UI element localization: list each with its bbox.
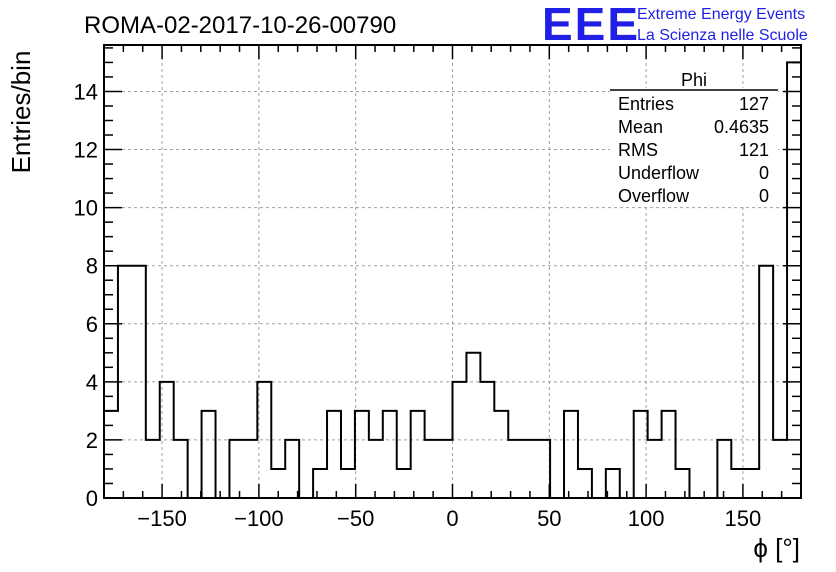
histogram-bin-11	[257, 382, 271, 498]
stats-value-entries: 127	[739, 94, 769, 114]
axis-ticks	[103, 45, 802, 499]
x-tick-label-6: 150	[725, 506, 762, 531]
histogram-bin-39	[648, 440, 662, 498]
histogram-bin-44	[717, 440, 731, 498]
histogram-bin-33	[564, 411, 578, 498]
histogram-bin-21	[397, 469, 411, 498]
histogram-line	[103, 61, 802, 499]
histogram-bin-34	[578, 469, 592, 498]
y-tick-labels: 0 2 4 6 8 10 12 14	[74, 79, 98, 511]
histogram-bin-7	[202, 411, 216, 498]
y-tick-label-0: 0	[86, 486, 98, 511]
x-axis-label: ϕ [°]	[753, 533, 800, 563]
stats-title: Phi	[681, 70, 707, 90]
logo-line-1: Extreme Energy Events	[637, 6, 805, 23]
histogram-bin-5	[174, 440, 188, 498]
chart-title: ROMA-02-2017-10-26-00790	[84, 12, 396, 39]
eee-logo: EEE Extreme Energy Events La Scienza nel…	[542, 0, 808, 50]
histogram-bin-24	[439, 440, 453, 498]
stats-box: Phi Entries 127 Mean 0.4635 RMS 121 Unde…	[610, 70, 778, 206]
histogram-bin-18	[355, 411, 369, 498]
x-tick-label-2: −50	[337, 506, 374, 531]
stats-label-underflow: Underflow	[618, 163, 700, 183]
stats-value-underflow: 0	[759, 163, 769, 183]
histogram-bin-47	[759, 266, 773, 498]
histogram-bin-27	[480, 382, 494, 498]
y-tick-label-2: 4	[86, 370, 98, 395]
x-tick-label-1: −100	[234, 506, 284, 531]
histogram-series	[103, 61, 802, 499]
stats-label-rms: RMS	[618, 140, 658, 160]
x-tick-label-0: −150	[137, 506, 187, 531]
stats-value-rms: 121	[739, 140, 769, 160]
plot-frame	[103, 44, 802, 499]
y-tick-label-3: 6	[86, 312, 98, 337]
histogram-bin-28	[494, 411, 508, 498]
y-tick-label-6: 12	[74, 138, 98, 163]
histogram-bin-48	[773, 440, 787, 498]
histogram-bin-29	[508, 440, 522, 498]
histogram-bin-22	[411, 411, 425, 498]
histogram-bin-20	[383, 411, 397, 498]
histogram-bin-13	[285, 440, 299, 498]
histogram-bin-17	[341, 469, 355, 498]
y-tick-label-7: 14	[74, 79, 98, 104]
x-tick-label-3: 0	[446, 506, 458, 531]
histogram-bin-40	[662, 411, 676, 498]
x-tick-label-4: 50	[537, 506, 561, 531]
histogram-bin-10	[243, 440, 257, 498]
histogram-bin-46	[745, 469, 759, 498]
histogram-bin-16	[327, 411, 341, 498]
histogram-bin-30	[522, 440, 536, 498]
x-tick-label-5: 100	[628, 506, 665, 531]
logo-mark: EEE	[542, 0, 640, 50]
y-tick-label-4: 8	[86, 254, 98, 279]
x-tick-labels: −150 −100 −50 0 50 100 150	[137, 506, 761, 531]
stats-value-mean: 0.4635	[714, 117, 769, 137]
histogram-bin-23	[425, 440, 439, 498]
stats-label-entries: Entries	[618, 94, 674, 114]
logo-line-2: La Scienza nelle Scuole	[637, 27, 808, 44]
histogram-bin-2	[132, 266, 146, 498]
histogram-bin-31	[536, 440, 550, 498]
stats-label-mean: Mean	[618, 117, 663, 137]
stats-label-overflow: Overflow	[618, 186, 690, 206]
histogram-bin-26	[466, 353, 480, 498]
y-tick-label-1: 2	[86, 428, 98, 453]
histogram-bin-41	[676, 469, 690, 498]
histogram-bin-9	[229, 440, 243, 498]
y-axis-label: Entries/bin	[6, 51, 36, 174]
histogram-bin-19	[369, 440, 383, 498]
histogram-bin-4	[160, 382, 174, 498]
histogram-bin-15	[313, 469, 327, 498]
y-tick-label-5: 10	[74, 196, 98, 221]
stats-value-overflow: 0	[759, 186, 769, 206]
histogram-bin-3	[146, 440, 160, 498]
histogram-bin-25	[453, 382, 467, 498]
